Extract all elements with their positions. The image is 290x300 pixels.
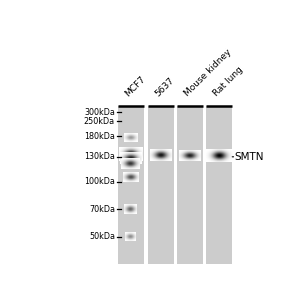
Text: SMTN: SMTN bbox=[235, 152, 264, 162]
Text: 70kDa: 70kDa bbox=[89, 205, 115, 214]
Bar bbox=[206, 106, 232, 263]
Text: 300kDa: 300kDa bbox=[84, 108, 115, 117]
Bar bbox=[177, 106, 203, 263]
Text: 5637: 5637 bbox=[153, 76, 176, 98]
Text: 250kDa: 250kDa bbox=[84, 116, 115, 125]
Text: 100kDa: 100kDa bbox=[84, 177, 115, 186]
Text: Mouse kidney: Mouse kidney bbox=[183, 48, 233, 98]
Bar bbox=[118, 106, 144, 263]
Text: 50kDa: 50kDa bbox=[89, 232, 115, 242]
Text: 130kDa: 130kDa bbox=[84, 152, 115, 161]
Text: MCF7: MCF7 bbox=[123, 74, 147, 98]
Bar bbox=[148, 106, 174, 263]
Text: Rat lung: Rat lung bbox=[212, 65, 245, 98]
Text: 180kDa: 180kDa bbox=[84, 132, 115, 141]
